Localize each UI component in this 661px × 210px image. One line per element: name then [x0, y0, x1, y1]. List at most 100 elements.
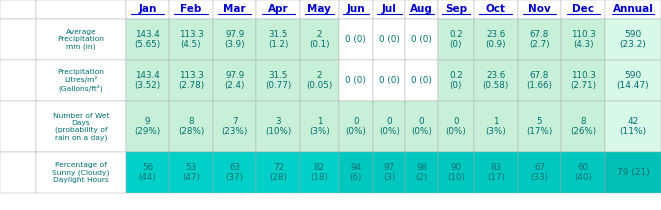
FancyBboxPatch shape	[300, 101, 338, 152]
Text: 83
(17): 83 (17)	[487, 163, 505, 182]
Text: 72
(28): 72 (28)	[269, 163, 288, 182]
FancyBboxPatch shape	[0, 152, 36, 193]
FancyBboxPatch shape	[405, 0, 438, 19]
FancyBboxPatch shape	[605, 19, 661, 60]
FancyBboxPatch shape	[373, 0, 405, 19]
Text: 82
(18): 82 (18)	[311, 163, 329, 182]
Text: Precipitation
Litres/m²
(Gallons/ft²): Precipitation Litres/m² (Gallons/ft²)	[58, 69, 104, 92]
FancyBboxPatch shape	[438, 152, 474, 193]
Text: Jan: Jan	[138, 4, 157, 14]
Text: Mar: Mar	[223, 4, 246, 14]
Text: Jul: Jul	[382, 4, 397, 14]
FancyBboxPatch shape	[518, 101, 561, 152]
Text: 53
(47): 53 (47)	[182, 163, 200, 182]
Text: 0 (0): 0 (0)	[411, 35, 432, 44]
FancyBboxPatch shape	[36, 152, 126, 193]
FancyBboxPatch shape	[126, 19, 169, 60]
FancyBboxPatch shape	[405, 60, 438, 101]
Text: Jun: Jun	[346, 4, 366, 14]
Text: 90
(10): 90 (10)	[447, 163, 465, 182]
FancyBboxPatch shape	[438, 101, 474, 152]
FancyBboxPatch shape	[605, 101, 661, 152]
Text: Sep: Sep	[445, 4, 467, 14]
Text: Dec: Dec	[572, 4, 594, 14]
FancyBboxPatch shape	[338, 152, 373, 193]
FancyBboxPatch shape	[561, 0, 605, 19]
Text: 0
(0%): 0 (0%)	[411, 117, 432, 136]
FancyBboxPatch shape	[0, 60, 36, 101]
Text: Average
Precipitation
mm (in): Average Precipitation mm (in)	[58, 29, 104, 50]
Text: 0
(0%): 0 (0%)	[379, 117, 400, 136]
FancyBboxPatch shape	[338, 101, 373, 152]
FancyBboxPatch shape	[474, 19, 518, 60]
FancyBboxPatch shape	[213, 19, 256, 60]
FancyBboxPatch shape	[474, 101, 518, 152]
Text: 0.2
(0): 0.2 (0)	[449, 71, 463, 90]
Text: 110.3
(2.71): 110.3 (2.71)	[570, 71, 596, 90]
Text: 0 (0): 0 (0)	[411, 76, 432, 85]
Text: 23.6
(0.9): 23.6 (0.9)	[486, 30, 506, 49]
FancyBboxPatch shape	[438, 0, 474, 19]
Text: 97
(3): 97 (3)	[383, 163, 395, 182]
FancyBboxPatch shape	[300, 19, 338, 60]
FancyBboxPatch shape	[405, 152, 438, 193]
Text: 79 (21): 79 (21)	[617, 168, 649, 177]
FancyBboxPatch shape	[126, 0, 169, 19]
Text: 0 (0): 0 (0)	[379, 76, 400, 85]
FancyBboxPatch shape	[474, 60, 518, 101]
FancyBboxPatch shape	[561, 19, 605, 60]
Text: 94
(6): 94 (6)	[350, 163, 362, 182]
Text: Apr: Apr	[268, 4, 289, 14]
Text: 0
(0%): 0 (0%)	[446, 117, 467, 136]
Text: 0.2
(0): 0.2 (0)	[449, 30, 463, 49]
Text: Number of Wet
Days
(probability of
rain on a day): Number of Wet Days (probability of rain …	[53, 113, 109, 140]
FancyBboxPatch shape	[36, 60, 126, 101]
Text: 63
(37): 63 (37)	[225, 163, 244, 182]
FancyBboxPatch shape	[169, 0, 213, 19]
FancyBboxPatch shape	[36, 0, 126, 19]
FancyBboxPatch shape	[169, 19, 213, 60]
FancyBboxPatch shape	[405, 101, 438, 152]
FancyBboxPatch shape	[605, 0, 661, 19]
FancyBboxPatch shape	[300, 0, 338, 19]
FancyBboxPatch shape	[213, 60, 256, 101]
FancyBboxPatch shape	[605, 152, 661, 193]
FancyBboxPatch shape	[373, 152, 405, 193]
Text: 0 (0): 0 (0)	[346, 35, 366, 44]
Text: 2
(0.1): 2 (0.1)	[309, 30, 330, 49]
Text: Oct: Oct	[486, 4, 506, 14]
Text: Nov: Nov	[528, 4, 551, 14]
Text: 113.3
(4.5): 113.3 (4.5)	[178, 30, 204, 49]
FancyBboxPatch shape	[405, 19, 438, 60]
FancyBboxPatch shape	[338, 19, 373, 60]
FancyBboxPatch shape	[256, 0, 300, 19]
FancyBboxPatch shape	[36, 19, 126, 60]
Text: 67.8
(1.66): 67.8 (1.66)	[526, 71, 553, 90]
FancyBboxPatch shape	[126, 152, 169, 193]
FancyBboxPatch shape	[474, 152, 518, 193]
Text: 97.9
(2.4): 97.9 (2.4)	[225, 71, 245, 90]
FancyBboxPatch shape	[605, 60, 661, 101]
Text: 113.3
(2.78): 113.3 (2.78)	[178, 71, 204, 90]
Text: 2
(0.05): 2 (0.05)	[306, 71, 332, 90]
Text: 5
(17%): 5 (17%)	[526, 117, 553, 136]
FancyBboxPatch shape	[169, 60, 213, 101]
FancyBboxPatch shape	[256, 101, 300, 152]
Text: 42
(11%): 42 (11%)	[619, 117, 646, 136]
FancyBboxPatch shape	[213, 101, 256, 152]
Text: 0 (0): 0 (0)	[379, 35, 400, 44]
Text: Percentage of
Sunny (Cloudy)
Daylight Hours: Percentage of Sunny (Cloudy) Daylight Ho…	[52, 163, 110, 183]
FancyBboxPatch shape	[300, 60, 338, 101]
FancyBboxPatch shape	[36, 101, 126, 152]
FancyBboxPatch shape	[169, 101, 213, 152]
FancyBboxPatch shape	[518, 19, 561, 60]
FancyBboxPatch shape	[373, 101, 405, 152]
Text: 8
(26%): 8 (26%)	[570, 117, 596, 136]
FancyBboxPatch shape	[169, 152, 213, 193]
FancyBboxPatch shape	[256, 19, 300, 60]
FancyBboxPatch shape	[126, 60, 169, 101]
Text: Feb: Feb	[180, 4, 202, 14]
Text: 67.8
(2.7): 67.8 (2.7)	[529, 30, 550, 49]
FancyBboxPatch shape	[126, 101, 169, 152]
Text: 590
(23.2): 590 (23.2)	[619, 30, 646, 49]
